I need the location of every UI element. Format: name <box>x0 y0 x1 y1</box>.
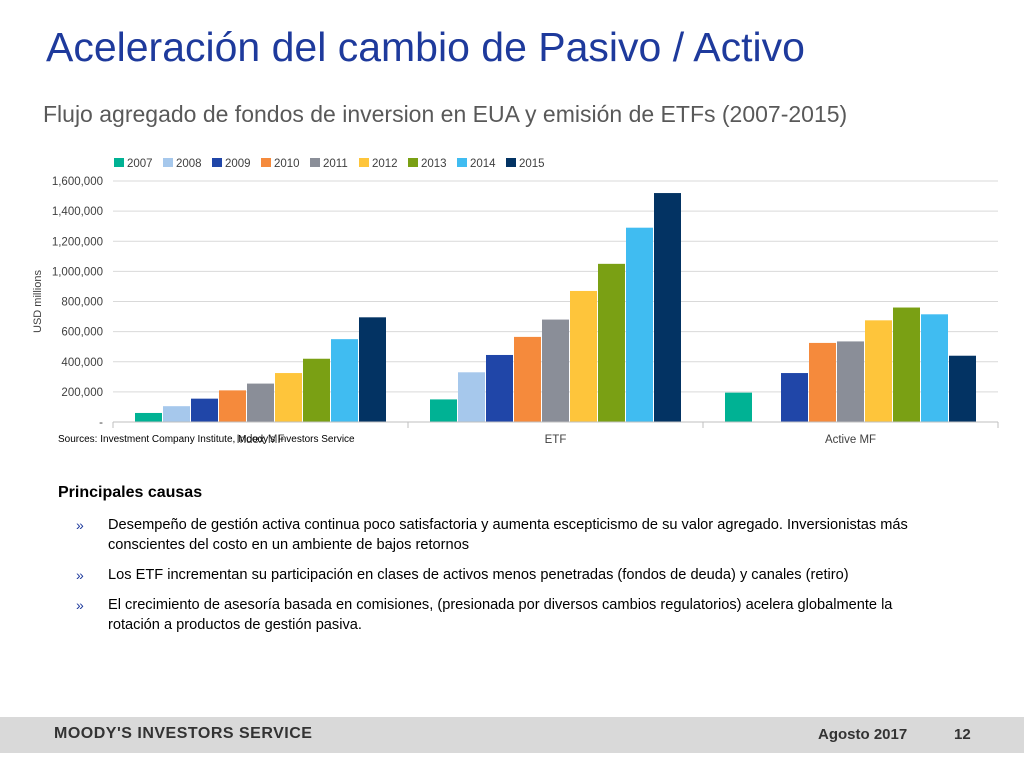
bar <box>514 336 541 422</box>
causes-list: » Desempeño de gestión activa continua p… <box>74 515 934 645</box>
bar <box>430 399 457 422</box>
bar <box>163 406 190 422</box>
bar <box>303 358 330 422</box>
y-tick-label: 800,000 <box>61 297 103 309</box>
bar <box>247 383 274 422</box>
cause-text: Desempeño de gestión activa continua poc… <box>108 517 908 553</box>
y-tick-label: 1,400,000 <box>52 206 103 218</box>
legend-swatch <box>114 158 124 167</box>
slide-title: Aceleración del cambio de Pasivo / Activ… <box>46 24 805 70</box>
legend-swatch <box>457 158 467 167</box>
causes-heading: Principales causas <box>58 484 203 501</box>
y-tick-label: 600,000 <box>61 327 103 339</box>
y-tick-label: 1,000,000 <box>52 266 103 278</box>
bar <box>275 373 302 422</box>
legend-swatch <box>506 158 516 167</box>
cause-item: » El crecimiento de asesoría basada en c… <box>74 595 934 635</box>
bar <box>949 355 976 422</box>
bar <box>809 342 836 422</box>
bar <box>486 354 513 422</box>
y-axis-label: USD millions <box>32 270 44 333</box>
bar <box>781 373 808 422</box>
bar <box>626 227 653 422</box>
legend-label: 2015 <box>519 158 545 170</box>
bar <box>921 314 948 422</box>
bar <box>654 193 681 422</box>
legend-swatch <box>163 158 173 167</box>
legend-swatch <box>359 158 369 167</box>
legend-label: 2009 <box>225 158 251 170</box>
y-tick-label: - <box>99 417 103 429</box>
legend-swatch <box>408 158 418 167</box>
bar <box>837 341 864 422</box>
bar <box>191 398 218 422</box>
bullet-marker-icon: » <box>76 597 84 613</box>
bar <box>219 390 246 422</box>
bar <box>893 307 920 422</box>
page-number: 12 <box>954 726 971 743</box>
legend-label: 2013 <box>421 158 447 170</box>
bar <box>542 319 569 422</box>
y-tick-label: 1,200,000 <box>52 236 103 248</box>
cause-item: » Desempeño de gestión activa continua p… <box>74 515 934 555</box>
footer-bar: MOODY'S INVESTORS SERVICE Agosto 2017 12 <box>0 717 1024 753</box>
legend-label: 2011 <box>323 158 348 170</box>
fund-flows-bar-chart: - 200,000 400,000 600,000 800,000 1,000,000 1,… <box>32 158 999 446</box>
y-tick-label: 400,000 <box>61 357 103 369</box>
bar <box>458 372 485 422</box>
legend-label: 2010 <box>274 158 300 170</box>
bullet-marker-icon: » <box>76 567 84 583</box>
cause-text: El crecimiento de asesoría basada en com… <box>108 597 893 633</box>
bar <box>865 320 892 422</box>
sources-note: Sources: Investment Company Institute, M… <box>58 434 355 445</box>
bar <box>598 263 625 422</box>
legend-label: 2012 <box>372 158 398 170</box>
x-category-label: ETF <box>545 434 567 446</box>
brand-logo: MOODY'S INVESTORS SERVICE <box>54 725 313 742</box>
bar <box>359 317 386 422</box>
legend-swatch <box>261 158 271 167</box>
slide-subtitle: Flujo agregado de fondos de inversion en… <box>43 101 848 127</box>
legend-swatch <box>310 158 320 167</box>
bar <box>331 339 358 422</box>
legend-label: 2008 <box>176 158 202 170</box>
footer-date: Agosto 2017 <box>818 726 908 743</box>
legend-label: 2014 <box>470 158 496 170</box>
y-tick-label: 200,000 <box>61 387 103 399</box>
cause-text: Los ETF incrementan su participación en … <box>108 567 849 583</box>
legend-label: 2007 <box>127 158 153 170</box>
y-tick-label: 1,600,000 <box>52 176 103 188</box>
legend-swatch <box>212 158 222 167</box>
bullet-marker-icon: » <box>76 517 84 533</box>
x-category-label: Index MF <box>237 434 285 446</box>
cause-item: » Los ETF incrementan su participación e… <box>74 565 934 585</box>
bar <box>725 392 752 422</box>
x-category-label: Active MF <box>825 434 876 446</box>
bar <box>570 290 597 422</box>
bar <box>135 412 162 422</box>
